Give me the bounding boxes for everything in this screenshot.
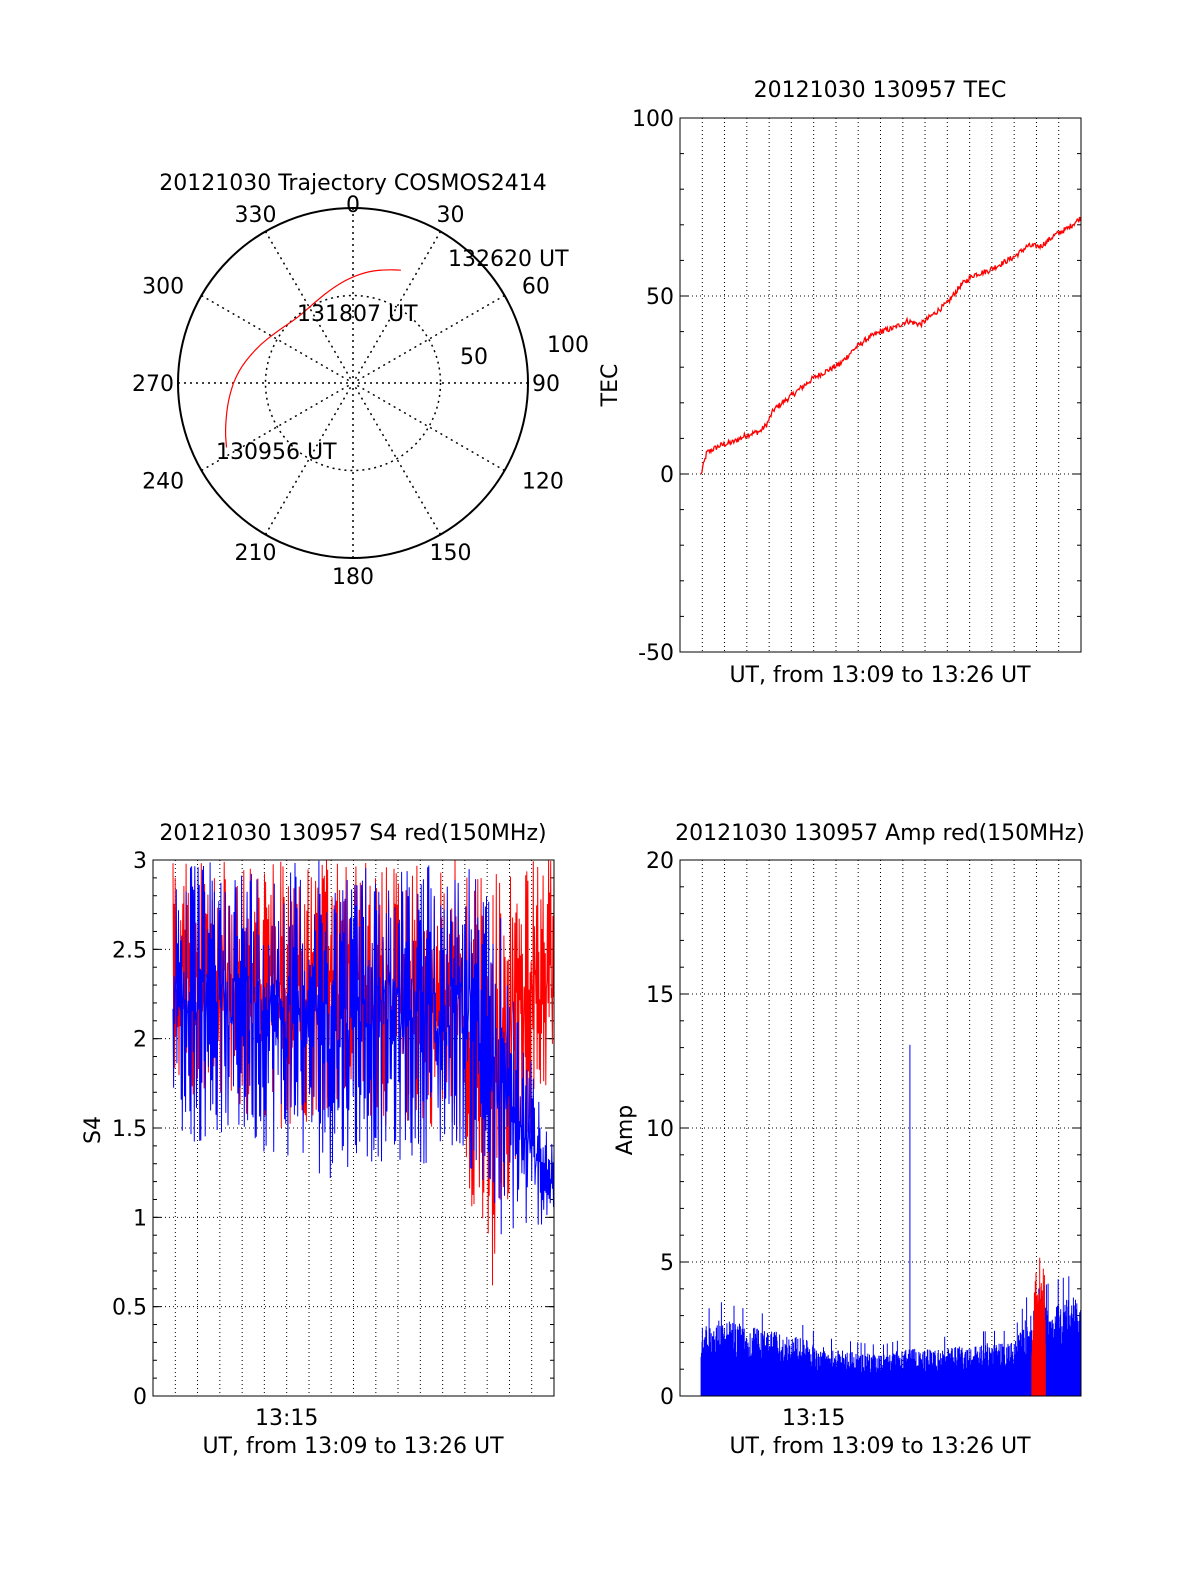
tec-gridlines [679,117,1081,653]
s4-y-axis-label: S4 [81,1116,106,1144]
tec-x-axis-label: UT, from 13:09 to 13:26 UT [729,663,1031,688]
amp-ytick-label-15: 15 [646,983,674,1008]
amp-gridlines [680,859,1081,1397]
amp-x-axis-label: UT, from 13:09 to 13:26 UT [729,1434,1031,1459]
polar-azimuth-label-90: 90 [532,372,560,397]
s4-ytick-label-0.5: 0.5 [112,1296,147,1321]
polar-azimuth-label-30: 30 [437,203,465,228]
s4-ytick-label-0: 0 [133,1385,147,1410]
amp-series-line-0 [700,1044,1082,1396]
polar-end-time-label: 132620 UT [448,247,569,272]
s4-ytick-label-1.5: 1.5 [112,1117,147,1142]
polar-azimuth-label-180: 180 [332,565,374,590]
amp-y-ticks: 0 5 10 15 20 [646,849,1081,1410]
polar-spoke-150 [264,231,442,535]
amp-plot-frame [679,859,1082,1397]
tec-series-line [700,216,1082,475]
amp-ytick-label-10: 10 [646,1117,674,1142]
tec-plot-frame [679,117,1082,653]
polar-azimuth-label-330: 330 [235,203,277,228]
amp-series [700,1044,1082,1396]
polar-azimuth-labels: 0 30 60 90 120 150 180 210 240 270 300 330 [132,193,564,590]
polar-mid-time-label: 131807 UT [297,302,418,327]
s4-ytick-label-2.5: 2.5 [112,938,147,963]
polar-spokes [178,208,528,558]
s4-title: 20121030 130957 S4 red(150MHz) [159,821,546,846]
tec-ytick-label-50: 50 [646,285,674,310]
s4-ytick-label-3: 3 [133,849,147,874]
amp-panel: 20121030 130957 Amp red(150MHz) 0 5 10 15 20… [613,821,1085,1459]
amp-x-tick-label: 13:15 [782,1406,845,1431]
polar-start-time-label: 130956 UT [216,440,337,465]
amp-series-line-1 [1031,1257,1046,1396]
polar-radial-label-100: 100 [547,333,589,358]
s4-plot-frame [152,859,555,1397]
tec-title: 20121030 130957 TEC [754,78,1007,103]
polar-radial-label-50: 50 [460,345,488,370]
tec-panel: 20121030 130957 TEC -50 0 50 100 UT, from 1… [598,78,1082,688]
tec-y-axis-label: TEC [598,364,623,408]
amp-ytick-label-20: 20 [646,849,674,874]
amp-y-axis-label: Amp [613,1105,638,1155]
s4-ytick-label-1: 1 [133,1206,147,1231]
s4-x-tick-label: 13:15 [255,1406,318,1431]
polar-azimuth-label-150: 150 [430,541,472,566]
tec-ytick-label-0: 0 [660,463,674,488]
s4-y-ticks: 0 0.5 1 1.5 2 2.5 3 [112,849,554,1410]
tec-y-ticks: -50 0 50 100 [632,107,1081,666]
polar-azimuth-label-270: 270 [132,372,174,397]
amp-title: 20121030 130957 Amp red(150MHz) [675,821,1085,846]
s4-panel: 20121030 130957 S4 red(150MHz) 0 0.5 1 1.5 2… [81,821,555,1459]
polar-trajectory-panel: 20121030 Trajectory COSMOS2414 0 30 60 90 12… [132,171,589,590]
polar-inner-ring [264,294,442,472]
s4-ytick-label-2: 2 [133,1028,147,1053]
amp-ytick-label-0: 0 [660,1385,674,1410]
polar-azimuth-label-60: 60 [522,275,550,300]
s4-x-axis-label: UT, from 13:09 to 13:26 UT [202,1434,504,1459]
polar-azimuth-label-120: 120 [522,470,564,495]
polar-azimuth-label-240: 240 [142,470,184,495]
polar-azimuth-label-210: 210 [235,541,277,566]
polar-trajectory-line [224,269,401,448]
s4-series-line-1 [172,860,555,1235]
polar-title: 20121030 Trajectory COSMOS2414 [159,171,546,196]
s4-series [172,860,555,1286]
tec-ytick-label--50: -50 [638,641,674,666]
tec-ytick-label-100: 100 [632,107,674,132]
polar-azimuth-label-300: 300 [142,275,184,300]
polar-azimuth-label-0: 0 [346,193,360,218]
amp-ytick-label-5: 5 [660,1251,674,1276]
